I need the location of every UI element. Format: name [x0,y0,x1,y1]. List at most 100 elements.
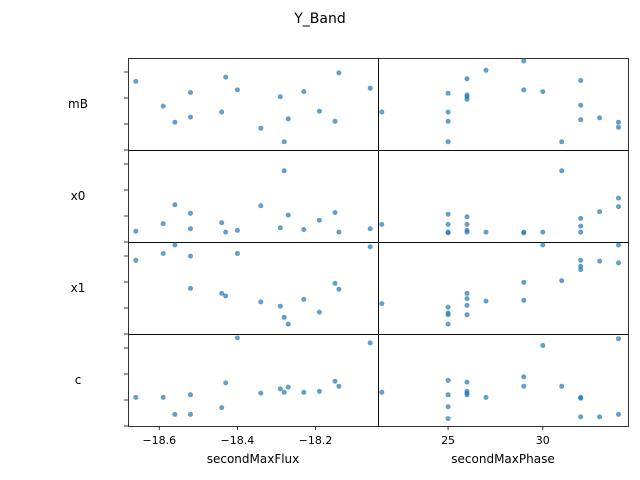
data-point [234,335,240,341]
data-point [367,244,373,250]
data-point [464,312,470,318]
data-point [464,214,470,220]
data-point [234,87,240,93]
data-point [133,394,139,400]
data-point [172,411,178,417]
data-point [559,383,565,389]
data-point [285,321,291,327]
data-point [464,76,470,82]
panel-frame [128,334,379,427]
data-point [445,404,451,410]
data-point [219,405,225,411]
panel-x0-0 [124,150,379,243]
data-point [316,217,322,223]
data-point [379,109,385,115]
data-point [521,383,527,389]
panel-frame [128,150,379,243]
data-point [464,221,470,227]
data-point [464,388,470,394]
panel-c-1 [378,334,629,427]
data-point [188,226,193,232]
row-label-c: c [75,373,82,387]
data-point [483,394,489,400]
panel-x1-0 [124,242,379,335]
data-point [445,304,451,310]
data-point [336,70,342,76]
data-point [301,89,307,95]
data-point [578,223,584,229]
data-point [616,242,621,248]
data-point [464,290,470,296]
data-point [336,286,342,292]
data-point [578,215,584,221]
data-point [223,380,229,386]
x-tick-label: 30 [536,434,550,447]
data-point [578,257,584,263]
data-point [445,221,451,227]
data-point [445,118,451,124]
figure-title: Y_Band [293,11,346,27]
data-point [559,278,565,284]
data-point [521,87,527,93]
data-point [559,139,565,145]
data-point [464,94,470,100]
data-point [521,374,527,380]
data-point [445,229,451,235]
data-point [160,103,166,109]
x-tick-label: −18.2 [299,434,333,447]
data-point [285,116,291,122]
data-point [616,119,621,125]
data-point [258,299,264,305]
data-point [445,416,451,422]
data-point [332,118,338,124]
data-point [616,195,621,201]
data-point [223,229,229,235]
data-point [521,229,527,235]
data-point [445,321,451,327]
data-point [281,389,287,395]
data-point [219,109,225,115]
data-point [188,210,193,216]
data-point [578,267,584,273]
data-point [172,119,178,125]
row-label-mB: mB [68,97,88,111]
data-point [367,85,373,91]
panel-x1-1 [378,242,629,335]
data-point [521,58,527,64]
panel-frame [378,58,629,151]
x-axis-label: secondMaxFlux [207,452,300,466]
data-point [578,229,584,235]
data-point [258,203,264,209]
data-point [301,227,307,232]
data-point [219,290,225,296]
data-point [445,109,451,115]
data-point [301,296,307,302]
panel-c-0 [124,334,379,427]
data-point [188,285,193,291]
data-point [540,242,546,248]
x-axis-label: secondMaxPhase [451,452,554,466]
data-point [234,251,240,256]
data-point [367,340,373,346]
data-point [616,204,621,210]
data-point [464,296,470,302]
data-point [133,257,139,263]
data-point [285,384,291,390]
data-point [445,392,451,398]
data-point [578,414,584,420]
data-point [578,117,584,123]
data-point [445,139,451,145]
data-point [616,124,621,130]
data-point [332,280,338,286]
panel-frame [378,242,629,335]
panel-x0-1 [378,150,629,243]
data-point [521,297,527,303]
data-point [332,210,338,215]
data-point [559,168,565,174]
data-point [188,392,193,398]
data-point [540,229,546,235]
data-point [483,298,489,304]
data-point [616,336,621,342]
data-point [540,343,546,348]
panel-grid [124,58,629,427]
